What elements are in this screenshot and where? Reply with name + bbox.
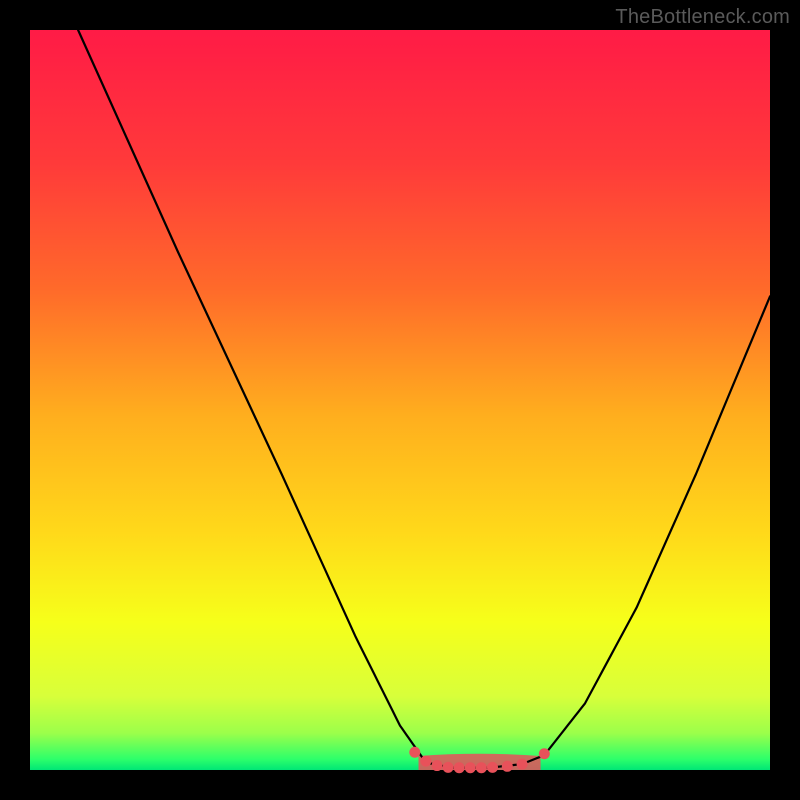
valley-marker	[443, 762, 454, 773]
bottleneck-chart	[0, 0, 800, 800]
valley-marker	[409, 747, 420, 758]
valley-marker	[487, 762, 498, 773]
plot-area	[30, 30, 770, 770]
valley-marker	[432, 760, 443, 771]
valley-marker	[517, 759, 528, 770]
valley-marker	[465, 762, 476, 773]
valley-marker	[476, 762, 487, 773]
valley-marker	[502, 761, 513, 772]
valley-marker	[420, 756, 431, 767]
valley-marker	[539, 748, 550, 759]
watermark-text: TheBottleneck.com	[615, 6, 790, 29]
chart-frame: TheBottleneck.com	[0, 0, 800, 800]
valley-marker	[454, 762, 465, 773]
